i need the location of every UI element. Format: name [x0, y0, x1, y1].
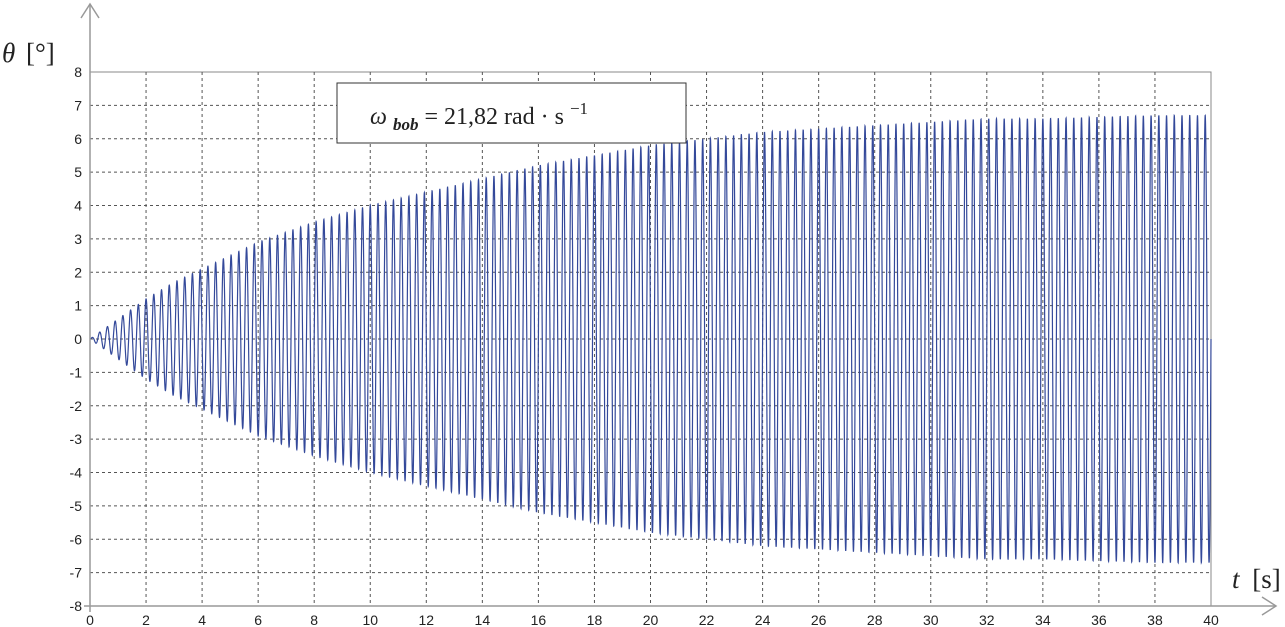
y-tick-label: -6: [70, 531, 83, 547]
x-tick-label: 24: [755, 612, 771, 627]
x-tick-label: 38: [1147, 612, 1163, 627]
axes: [80, 2, 1278, 616]
x-tick-label: 34: [1035, 612, 1051, 627]
x-tick-label: 8: [310, 612, 318, 627]
y-tick-label: -1: [70, 364, 83, 380]
x-tick-label: 14: [475, 612, 491, 627]
y-tick-label: -7: [70, 565, 83, 581]
y-tick-label: -3: [70, 431, 83, 447]
x-tick-label: 16: [531, 612, 547, 627]
x-tick-label: 20: [643, 612, 659, 627]
x-axis-unit: [s]: [1252, 564, 1281, 594]
y-tick-label: -8: [70, 598, 83, 614]
annotation-subscript: bob: [393, 115, 419, 134]
annotation-text: ω bob = 21,82 rad · s −1: [370, 99, 588, 136]
y-tick-label: 0: [74, 331, 82, 347]
annotation-superscript: −1: [570, 99, 588, 118]
x-tick-label: 18: [587, 612, 603, 627]
y-tick-label: 3: [74, 231, 82, 247]
x-tick-label: 4: [198, 612, 206, 627]
annotation-value: = 21,82 rad · s: [424, 104, 564, 130]
y-tick-label: 8: [74, 64, 82, 80]
y-tick-label: 7: [74, 97, 82, 113]
y-tick-label: 4: [74, 198, 82, 214]
series-layer: [90, 113, 1212, 565]
y-tick-label: 1: [74, 298, 82, 314]
series-line: [90, 113, 1212, 565]
x-axis-var: t: [1232, 564, 1241, 594]
x-tick-label: 26: [811, 612, 827, 627]
x-tick-label: 0: [86, 612, 94, 627]
x-tick-label: 6: [254, 612, 262, 627]
x-tick-label: 30: [923, 612, 939, 627]
x-tick-label: 28: [867, 612, 883, 627]
y-tick-label: -2: [70, 398, 83, 414]
x-tick-label: 12: [419, 612, 435, 627]
y-tick-label: 2: [74, 264, 82, 280]
y-axis-arrow: [80, 2, 100, 19]
annotation-symbol: ω: [370, 104, 387, 130]
x-tick-label: 36: [1091, 612, 1107, 627]
annotation-box: ω bob = 21,82 rad · s −1: [336, 82, 687, 144]
y-tick-label: 6: [74, 131, 82, 147]
x-tick-label: 32: [979, 612, 995, 627]
x-axis-arrow: [1261, 596, 1278, 616]
x-tick-label: 2: [142, 612, 150, 627]
x-tick-label: 40: [1203, 612, 1219, 627]
y-axis-var: θ: [2, 38, 15, 68]
y-axis-title: θ [°]: [2, 38, 55, 68]
y-tick-label: 5: [74, 164, 82, 180]
y-axis-unit: [°]: [26, 38, 55, 68]
x-tick-label: 22: [699, 612, 715, 627]
tick-labels: 0 2 4 6 8 10 12 14 16 18 20 22 24 26 28 30 32 34 36 38 40876…: [70, 64, 1219, 627]
y-tick-label: -5: [70, 498, 83, 514]
x-axis-title: t [s]: [1232, 564, 1281, 594]
y-tick-label: -4: [70, 465, 83, 481]
x-tick-label: 10: [362, 612, 378, 627]
